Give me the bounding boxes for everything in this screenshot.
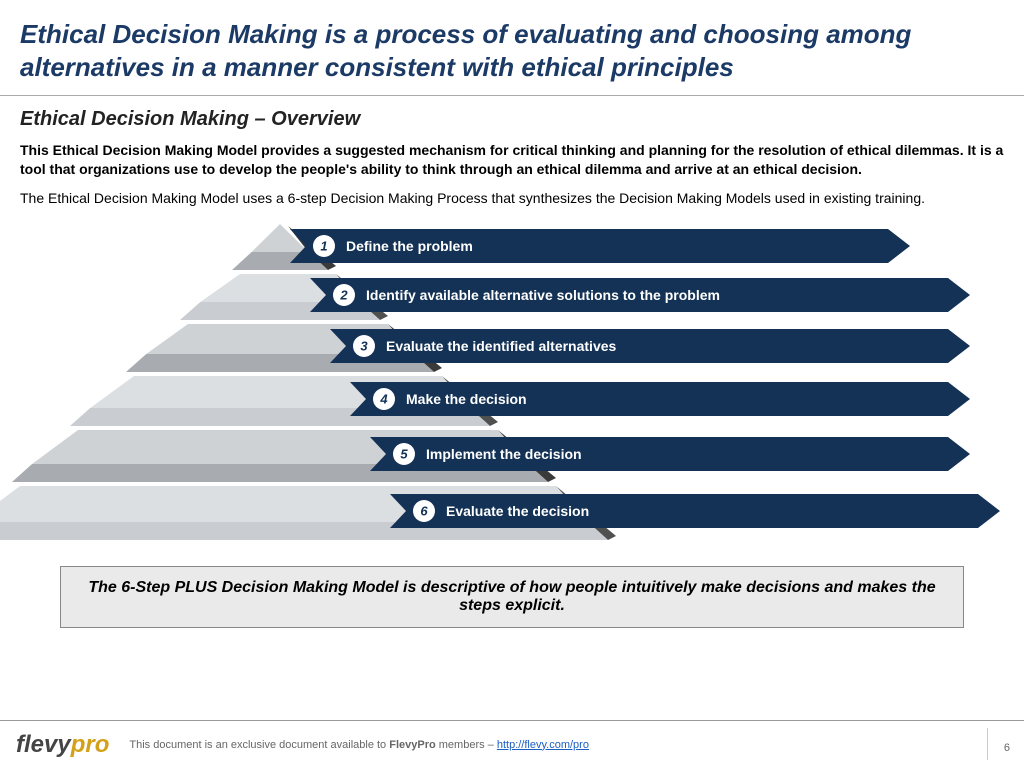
intro-bold: This Ethical Decision Making Model provi… — [0, 141, 1024, 189]
svg-text:Evaluate the identified altern: Evaluate the identified alternatives — [386, 338, 617, 354]
title-separator — [0, 95, 1024, 96]
slide-subtitle: Ethical Decision Making – Overview — [0, 104, 1024, 141]
footer: flevypro This document is an exclusive d… — [0, 720, 1024, 768]
footer-bold: FlevyPro — [389, 739, 435, 751]
svg-text:6: 6 — [420, 503, 428, 518]
footer-mid: members – — [436, 739, 497, 751]
svg-text:Implement the decision: Implement the decision — [426, 446, 582, 462]
svg-text:4: 4 — [379, 391, 388, 406]
page-separator — [987, 728, 988, 760]
svg-text:Identify available alternative: Identify available alternative solutions… — [366, 287, 720, 303]
pyramid-diagram: 1 Define the problem 2 Identify available a… — [0, 216, 1024, 556]
footer-pre: This document is an exclusive document a… — [129, 739, 389, 751]
pyramid-svg: 1 Define the problem 2 Identify available a… — [0, 216, 1024, 556]
intro-text: The Ethical Decision Making Model uses a… — [0, 189, 1024, 216]
svg-text:2: 2 — [339, 287, 348, 302]
footer-text: This document is an exclusive document a… — [109, 739, 589, 751]
slide-title: Ethical Decision Making is a process of … — [0, 0, 1024, 95]
footer-link[interactable]: http://flevy.com/pro — [497, 739, 589, 751]
callout-box: The 6-Step PLUS Decision Making Model is… — [60, 566, 964, 628]
svg-text:Make the decision: Make the decision — [406, 391, 527, 407]
svg-text:Define the problem: Define the problem — [346, 238, 473, 254]
svg-text:1: 1 — [320, 238, 327, 253]
logo: flevypro — [0, 731, 109, 759]
logo-main: flevy — [16, 731, 71, 758]
svg-text:Evaluate the decision: Evaluate the decision — [446, 503, 589, 519]
logo-suffix: pro — [71, 731, 110, 758]
svg-text:5: 5 — [400, 446, 408, 461]
svg-text:3: 3 — [360, 338, 368, 353]
page-number: 6 — [1004, 742, 1010, 754]
